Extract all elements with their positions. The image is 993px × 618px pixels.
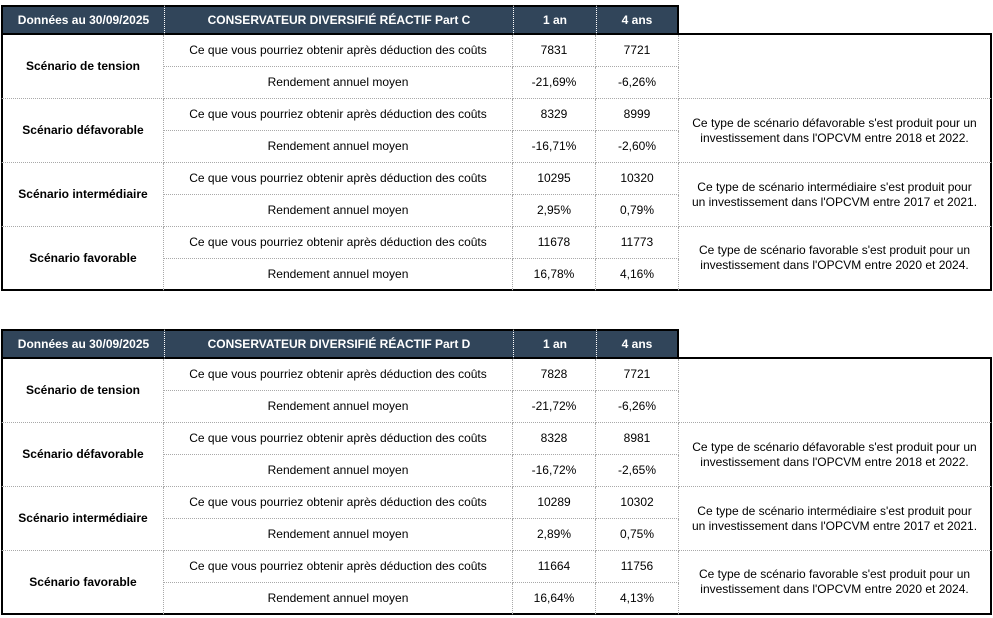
rendement-label: Rendement annuel moyen (164, 455, 513, 487)
rendement-value-4ans: 4,13% (596, 583, 679, 615)
obtain-label: Ce que vous pourriez obtenir après déduc… (164, 99, 513, 131)
header-spacer (679, 5, 992, 35)
scenario-note-intermediaire: Ce type de scénario intermédiaire s'est … (679, 163, 992, 227)
rendement-value-1an: 2,89% (513, 519, 596, 551)
scenario-name-tension: Scénario de tension (1, 35, 164, 99)
header-date: Données au 30/09/2025 (1, 5, 164, 35)
scenario-table-part-d: Données au 30/09/2025 CONSERVATEUR DIVER… (1, 329, 992, 615)
rendement-value-4ans: 4,16% (596, 259, 679, 291)
obtain-label: Ce que vous pourriez obtenir après déduc… (164, 423, 513, 455)
obtain-value-1an: 7831 (513, 35, 596, 67)
obtain-value-4ans: 7721 (596, 359, 679, 391)
obtain-value-1an: 8329 (513, 99, 596, 131)
rendement-value-4ans: -2,65% (596, 455, 679, 487)
scenario-note-intermediaire: Ce type de scénario intermédiaire s'est … (679, 487, 992, 551)
rendement-value-1an: -16,72% (513, 455, 596, 487)
scenario-name-favorable: Scénario favorable (1, 551, 164, 615)
rendement-label: Rendement annuel moyen (164, 519, 513, 551)
obtain-value-4ans: 8999 (596, 99, 679, 131)
rendement-value-1an: 2,95% (513, 195, 596, 227)
obtain-value-1an: 11664 (513, 551, 596, 583)
header-spacer (679, 329, 992, 359)
obtain-value-1an: 10295 (513, 163, 596, 195)
scenario-note-defavorable: Ce type de scénario défavorable s'est pr… (679, 99, 992, 163)
scenario-name-favorable: Scénario favorable (1, 227, 164, 291)
rendement-value-1an: 16,78% (513, 259, 596, 291)
obtain-value-4ans: 11756 (596, 551, 679, 583)
scenario-note-defavorable: Ce type de scénario défavorable s'est pr… (679, 423, 992, 487)
rendement-label: Rendement annuel moyen (164, 391, 513, 423)
rendement-label: Rendement annuel moyen (164, 259, 513, 291)
rendement-value-1an: -21,72% (513, 391, 596, 423)
scenario-name-intermediaire: Scénario intermédiaire (1, 163, 164, 227)
header-col-1an: 1 an (513, 329, 596, 359)
scenario-name-defavorable: Scénario défavorable (1, 423, 164, 487)
rendement-value-4ans: 0,75% (596, 519, 679, 551)
obtain-value-1an: 10289 (513, 487, 596, 519)
obtain-label: Ce que vous pourriez obtenir après déduc… (164, 487, 513, 519)
rendement-label: Rendement annuel moyen (164, 131, 513, 163)
obtain-label: Ce que vous pourriez obtenir après déduc… (164, 551, 513, 583)
obtain-label: Ce que vous pourriez obtenir après déduc… (164, 227, 513, 259)
scenario-note-tension (679, 359, 992, 423)
header-fund-name: CONSERVATEUR DIVERSIFIÉ RÉACTIF Part C (164, 5, 513, 35)
rendement-value-4ans: -2,60% (596, 131, 679, 163)
header-col-1an: 1 an (513, 5, 596, 35)
header-col-4ans: 4 ans (596, 329, 679, 359)
rendement-label: Rendement annuel moyen (164, 583, 513, 615)
rendement-value-4ans: 0,79% (596, 195, 679, 227)
rendement-value-1an: 16,64% (513, 583, 596, 615)
scenario-note-favorable: Ce type de scénario favorable s'est prod… (679, 227, 992, 291)
rendement-value-4ans: -6,26% (596, 67, 679, 99)
header-col-4ans: 4 ans (596, 5, 679, 35)
obtain-label: Ce que vous pourriez obtenir après déduc… (164, 163, 513, 195)
obtain-value-1an: 8328 (513, 423, 596, 455)
obtain-value-1an: 7828 (513, 359, 596, 391)
obtain-label: Ce que vous pourriez obtenir après déduc… (164, 35, 513, 67)
rendement-value-4ans: -6,26% (596, 391, 679, 423)
rendement-value-1an: -16,71% (513, 131, 596, 163)
scenario-table-part-c: Données au 30/09/2025 CONSERVATEUR DIVER… (1, 5, 992, 291)
obtain-value-1an: 11678 (513, 227, 596, 259)
obtain-value-4ans: 10320 (596, 163, 679, 195)
rendement-label: Rendement annuel moyen (164, 67, 513, 99)
scenario-name-tension: Scénario de tension (1, 359, 164, 423)
obtain-value-4ans: 8981 (596, 423, 679, 455)
obtain-value-4ans: 10302 (596, 487, 679, 519)
scenario-name-defavorable: Scénario défavorable (1, 99, 164, 163)
obtain-value-4ans: 11773 (596, 227, 679, 259)
obtain-value-4ans: 7721 (596, 35, 679, 67)
scenario-note-favorable: Ce type de scénario favorable s'est prod… (679, 551, 992, 615)
obtain-label: Ce que vous pourriez obtenir après déduc… (164, 359, 513, 391)
rendement-value-1an: -21,69% (513, 67, 596, 99)
scenario-name-intermediaire: Scénario intermédiaire (1, 487, 164, 551)
header-fund-name: CONSERVATEUR DIVERSIFIÉ RÉACTIF Part D (164, 329, 513, 359)
scenario-note-tension (679, 35, 992, 99)
rendement-label: Rendement annuel moyen (164, 195, 513, 227)
header-date: Données au 30/09/2025 (1, 329, 164, 359)
